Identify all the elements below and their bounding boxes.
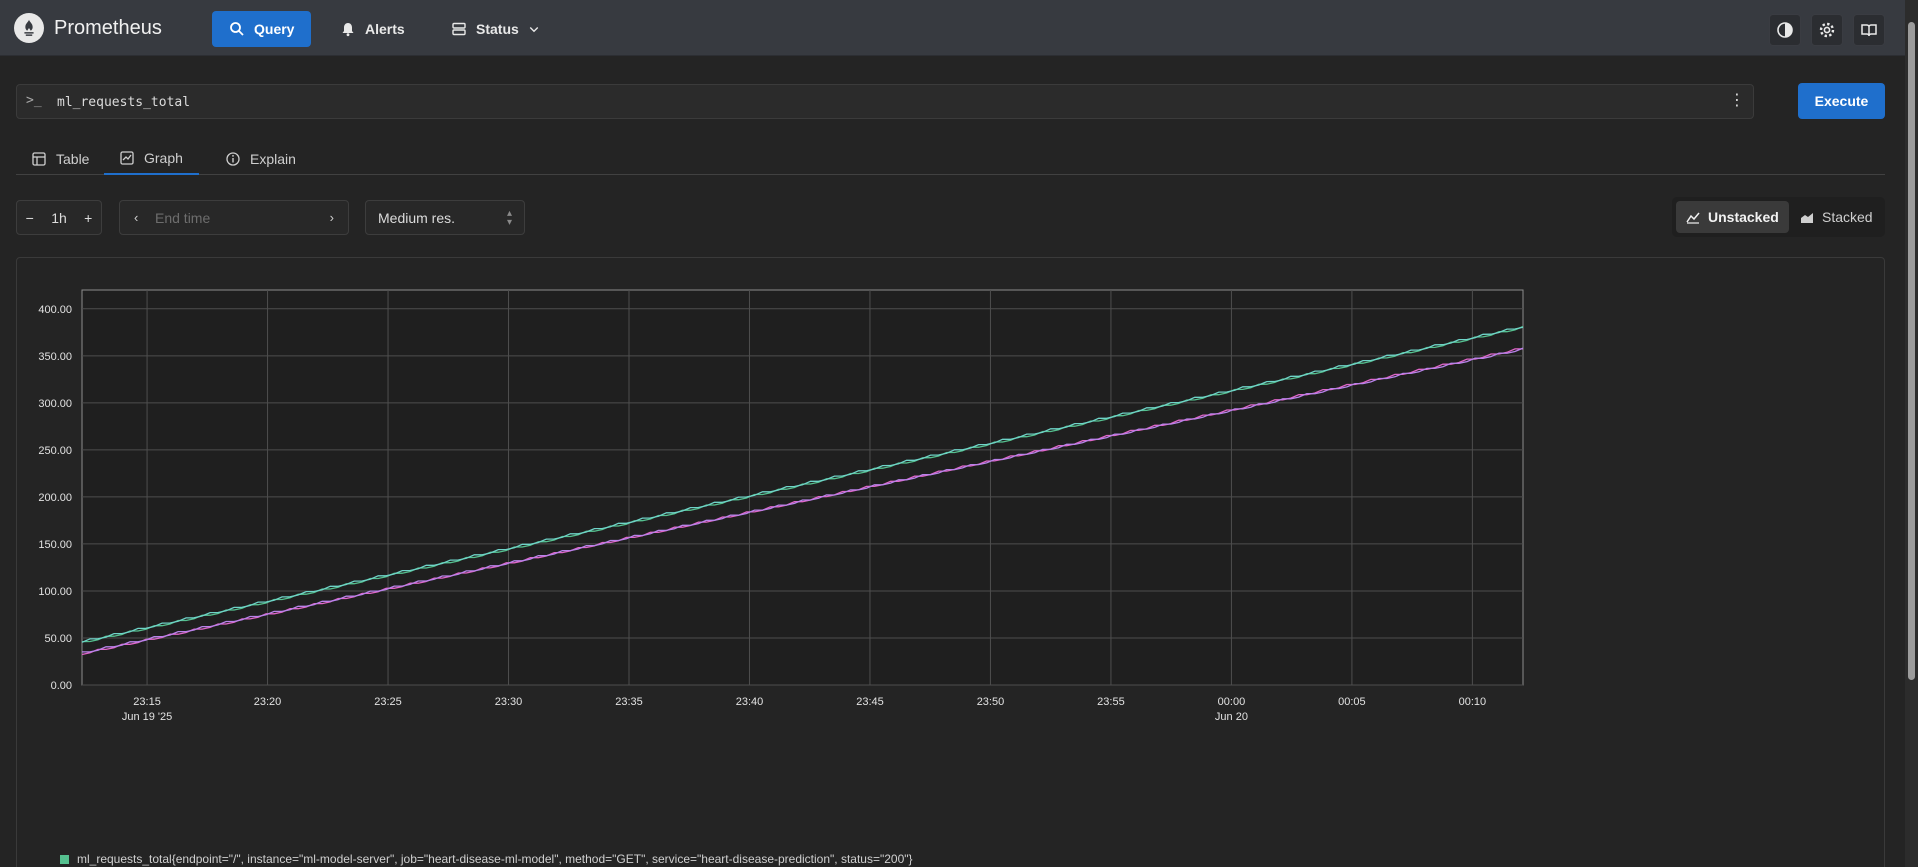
range-control: − 1h +: [16, 200, 102, 235]
info-icon: [226, 151, 240, 166]
x-tick-label: 00:10: [1459, 696, 1487, 708]
nav-alerts-button[interactable]: Alerts: [323, 11, 422, 47]
x-tick-label: 23:35: [615, 696, 643, 708]
range-decrease-button[interactable]: −: [25, 209, 34, 226]
expression-text[interactable]: ml_requests_total: [57, 95, 191, 110]
app-title: Prometheus: [54, 16, 162, 39]
tab-graph[interactable]: Graph: [104, 142, 199, 175]
unstacked-option[interactable]: Unstacked: [1676, 201, 1789, 233]
resolution-value: Medium res.: [378, 210, 456, 226]
line-chart-icon: [1686, 212, 1700, 224]
series-line: [81, 326, 1524, 643]
contrast-icon: [1777, 22, 1793, 38]
more-vertical-icon[interactable]: ⋮: [1729, 92, 1745, 109]
legend-series-label: ml_requests_total{endpoint="/", instance…: [77, 852, 913, 866]
nav-query-button[interactable]: Query: [212, 11, 312, 47]
gear-icon: [1819, 22, 1835, 38]
y-tick-label: 350.00: [38, 351, 72, 363]
tab-graph-label: Graph: [144, 149, 183, 166]
end-time-placeholder: End time: [155, 210, 211, 226]
x-tick-label: 23:45: [856, 696, 884, 708]
range-increase-button[interactable]: +: [84, 209, 93, 226]
plot-area: [81, 289, 1524, 686]
chevron-left-icon[interactable]: ‹: [134, 210, 139, 225]
tab-table-label: Table: [56, 150, 90, 167]
table-icon: [32, 151, 46, 166]
x-tick-label: 23:25: [374, 696, 402, 708]
search-icon: [230, 22, 244, 36]
stack-mode-toggle: Unstacked Stacked: [1672, 197, 1885, 237]
range-value[interactable]: 1h: [51, 209, 67, 226]
series-line: [82, 347, 1524, 653]
chevron-down-icon: [529, 27, 539, 33]
chevron-right-icon[interactable]: ›: [329, 210, 334, 225]
execute-button[interactable]: Execute: [1798, 83, 1885, 119]
area-chart-icon: [1801, 213, 1813, 223]
y-tick-label: 300.00: [38, 398, 72, 410]
x-tick-label: 23:20: [254, 696, 282, 708]
scrollbar-thumb[interactable]: [1908, 22, 1915, 680]
unstacked-label: Unstacked: [1708, 209, 1779, 225]
legend-swatch: [60, 854, 69, 864]
settings-button[interactable]: [1811, 14, 1843, 46]
y-tick-label: 0.00: [51, 680, 72, 692]
terminal-prompt-icon: >_: [26, 93, 42, 108]
select-arrows-icon: ▴ ▾: [506, 208, 512, 228]
chart-icon: [120, 150, 134, 165]
x-tick-label: 23:30: [495, 696, 523, 708]
tab-table[interactable]: Table: [16, 142, 105, 175]
y-tick-label: 200.00: [38, 492, 72, 504]
documentation-button[interactable]: [1853, 14, 1885, 46]
stacked-label: Stacked: [1822, 209, 1873, 225]
x-tick-label: 00:00: [1218, 696, 1246, 708]
series-line: [81, 348, 1523, 656]
book-open-icon: [1861, 24, 1877, 37]
y-tick-label: 400.00: [38, 304, 72, 316]
y-tick-label: 100.00: [38, 586, 72, 598]
y-tick-label: 50.00: [44, 633, 72, 645]
bell-icon: [342, 23, 354, 37]
y-tick-label: 150.00: [38, 539, 72, 551]
top-nav-bar: Prometheus Query Alerts Status: [0, 0, 1905, 56]
chart-legend[interactable]: ml_requests_total{endpoint="/", instance…: [60, 852, 913, 866]
nav-query-label: Query: [254, 21, 295, 37]
series-line: [81, 325, 1524, 643]
tab-explain[interactable]: Explain: [210, 142, 312, 175]
x-tick-label: 23:15: [133, 696, 161, 708]
x-tick-label: 23:50: [977, 696, 1005, 708]
expression-input[interactable]: >_ ml_requests_total ⋮: [16, 84, 1754, 119]
time-series-chart[interactable]: 0.00 50.00 100.00 150.00 200.00 250.00 300.00 3…: [17, 258, 1884, 858]
view-tabs: Table Graph Explain: [16, 142, 1885, 175]
nav-alerts-label: Alerts: [365, 21, 405, 37]
graph-panel: 0.00 50.00 100.00 150.00 200.00 250.00 300.00 3…: [16, 257, 1885, 867]
resolution-select[interactable]: Medium res. ▴ ▾: [365, 200, 525, 235]
end-time-input[interactable]: ‹ End time ›: [119, 200, 349, 235]
y-tick-label: 250.00: [38, 445, 72, 457]
x-tick-sublabel: Jun 20: [1215, 711, 1248, 723]
nav-status-label: Status: [476, 21, 519, 37]
server-icon: [452, 22, 466, 36]
prometheus-logo-icon: [14, 13, 44, 43]
x-tick-label: 23:40: [736, 696, 764, 708]
tab-explain-label: Explain: [250, 150, 296, 167]
stacked-option[interactable]: Stacked: [1790, 201, 1883, 233]
page-scrollbar[interactable]: [1905, 0, 1918, 867]
x-tick-label: 23:55: [1097, 696, 1125, 708]
theme-toggle-button[interactable]: [1769, 14, 1801, 46]
x-tick-sublabel: Jun 19 '25: [122, 711, 172, 723]
nav-status-dropdown[interactable]: Status: [434, 11, 557, 47]
x-tick-label: 00:05: [1338, 696, 1366, 708]
brand[interactable]: Prometheus: [14, 13, 162, 43]
